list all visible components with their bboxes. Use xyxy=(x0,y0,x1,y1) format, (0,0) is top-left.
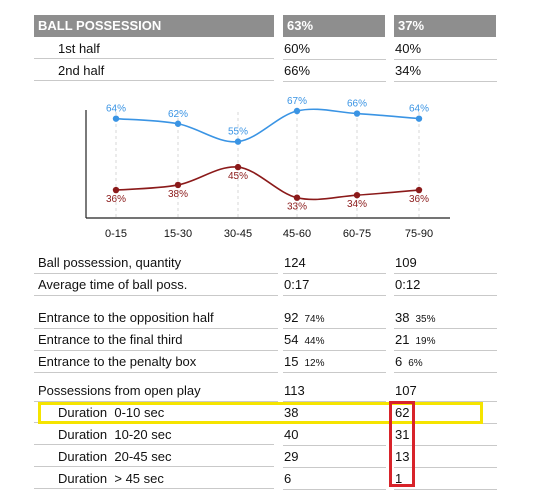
data-point xyxy=(112,115,120,122)
x-tick-label: 15-30 xyxy=(164,228,192,240)
stat-row: Ball possession, quantity 124 109 xyxy=(0,252,536,274)
row-label: Ball possession, quantity xyxy=(34,252,278,274)
stat-row: Entrance to the opposition half 92 74% 38… xyxy=(0,307,536,329)
team2-value: 107 xyxy=(394,380,497,402)
data-point xyxy=(353,191,361,199)
data-point xyxy=(234,163,242,171)
possession-header-team1: 63% xyxy=(283,15,385,37)
team2-value: 1 xyxy=(394,468,497,490)
data-label: 64% xyxy=(409,104,429,115)
team1-value: 40 xyxy=(283,424,386,446)
row-label: Entrance to the penalty box xyxy=(34,351,278,373)
data-label: 38% xyxy=(168,189,188,200)
team2-value: 21 19% xyxy=(394,329,497,351)
data-point xyxy=(174,181,182,189)
percent: 44% xyxy=(304,336,325,347)
possession-line-chart: 0-15 15-30 30-45 45-60 60-75 75-90 64% 62% 55% 67… xyxy=(85,96,450,240)
data-point xyxy=(174,120,182,127)
x-tick-label: 45-60 xyxy=(283,228,311,240)
team2-value: 38 35% xyxy=(394,307,497,329)
data-label: 33% xyxy=(287,202,307,213)
stat-row: Duration > 45 sec 6 1 xyxy=(0,468,536,490)
x-tick-label: 0-15 xyxy=(105,228,127,240)
percent: 12% xyxy=(304,358,325,369)
count: 38 xyxy=(395,310,410,325)
data-point xyxy=(353,110,361,117)
possession-header-team2: 37% xyxy=(394,15,496,37)
row-label: 1st half xyxy=(34,38,274,59)
team2-value: 34% xyxy=(394,60,497,82)
percent: 6% xyxy=(408,358,423,369)
row-label: 2nd half xyxy=(34,60,274,81)
team1-value: 54 44% xyxy=(283,329,386,351)
row-label: Duration 20-45 sec xyxy=(34,446,274,467)
percent: 19% xyxy=(415,336,436,347)
row-label: Average time of ball poss. xyxy=(34,274,278,296)
data-point xyxy=(112,186,120,194)
data-label: 67% xyxy=(287,96,307,107)
stat-row: Duration 10-20 sec 40 31 xyxy=(0,424,536,446)
count: 54 xyxy=(284,332,299,347)
team2-value: 0:12 xyxy=(394,274,497,296)
highlight-duration-row xyxy=(38,402,483,424)
team1-value: 60% xyxy=(283,38,386,60)
data-label: 36% xyxy=(409,194,429,205)
data-label: 66% xyxy=(347,99,367,110)
data-label: 45% xyxy=(228,171,248,182)
percent: 35% xyxy=(415,314,436,325)
data-label: 62% xyxy=(168,109,188,120)
x-tick-label: 60-75 xyxy=(343,228,371,240)
row-label: Duration > 45 sec xyxy=(34,468,274,489)
count: 6 xyxy=(395,354,403,369)
x-tick-label: 75-90 xyxy=(405,228,433,240)
data-label: 34% xyxy=(347,199,367,210)
stat-row: Entrance to the penalty box 15 12% 6 6% xyxy=(0,351,536,373)
series-line xyxy=(115,108,420,143)
percent: 74% xyxy=(304,314,325,325)
team2-value: 40% xyxy=(394,38,497,60)
team1-value: 0:17 xyxy=(283,274,386,296)
row-label: Entrance to the opposition half xyxy=(34,307,278,329)
team2-value: 6 6% xyxy=(394,351,497,373)
team1-value: 92 74% xyxy=(283,307,386,329)
count: 21 xyxy=(395,332,410,347)
data-point xyxy=(293,107,301,115)
count: 92 xyxy=(284,310,299,325)
row-label: Entrance to the final third xyxy=(34,329,278,351)
team1-value: 124 xyxy=(283,252,386,274)
data-point xyxy=(293,194,301,201)
stat-row: Average time of ball poss. 0:17 0:12 xyxy=(0,274,536,296)
row-label: Possessions from open play xyxy=(34,380,278,402)
data-label: 64% xyxy=(106,104,126,115)
team1-value: 29 xyxy=(283,446,386,468)
stat-row: Possessions from open play 113 107 xyxy=(0,380,536,402)
data-point xyxy=(415,115,423,122)
series-line xyxy=(115,166,420,201)
team1-value: 15 12% xyxy=(283,351,386,373)
possession-header-label: BALL POSSESSION xyxy=(34,15,274,37)
x-tick-label: 30-45 xyxy=(224,228,252,240)
data-point xyxy=(234,138,242,145)
data-point xyxy=(415,186,423,194)
data-label: 55% xyxy=(228,127,248,138)
team1-value: 6 xyxy=(283,468,386,490)
stat-row: Entrance to the final third 54 44% 21 19% xyxy=(0,329,536,351)
team2-value: 31 xyxy=(394,424,497,446)
team2-value: 109 xyxy=(394,252,497,274)
data-label: 36% xyxy=(106,194,126,205)
team2-value: 13 xyxy=(394,446,497,468)
half-row: 2nd half 66% 34% xyxy=(0,60,536,82)
row-label: Duration 10-20 sec xyxy=(34,424,274,445)
half-row: 1st half 60% 40% xyxy=(0,38,536,60)
team1-value: 66% xyxy=(283,60,386,82)
count: 15 xyxy=(284,354,299,369)
team1-value: 113 xyxy=(283,380,386,402)
stat-row: Duration 20-45 sec 29 13 xyxy=(0,446,536,468)
highlight-team2-durations xyxy=(389,401,415,487)
